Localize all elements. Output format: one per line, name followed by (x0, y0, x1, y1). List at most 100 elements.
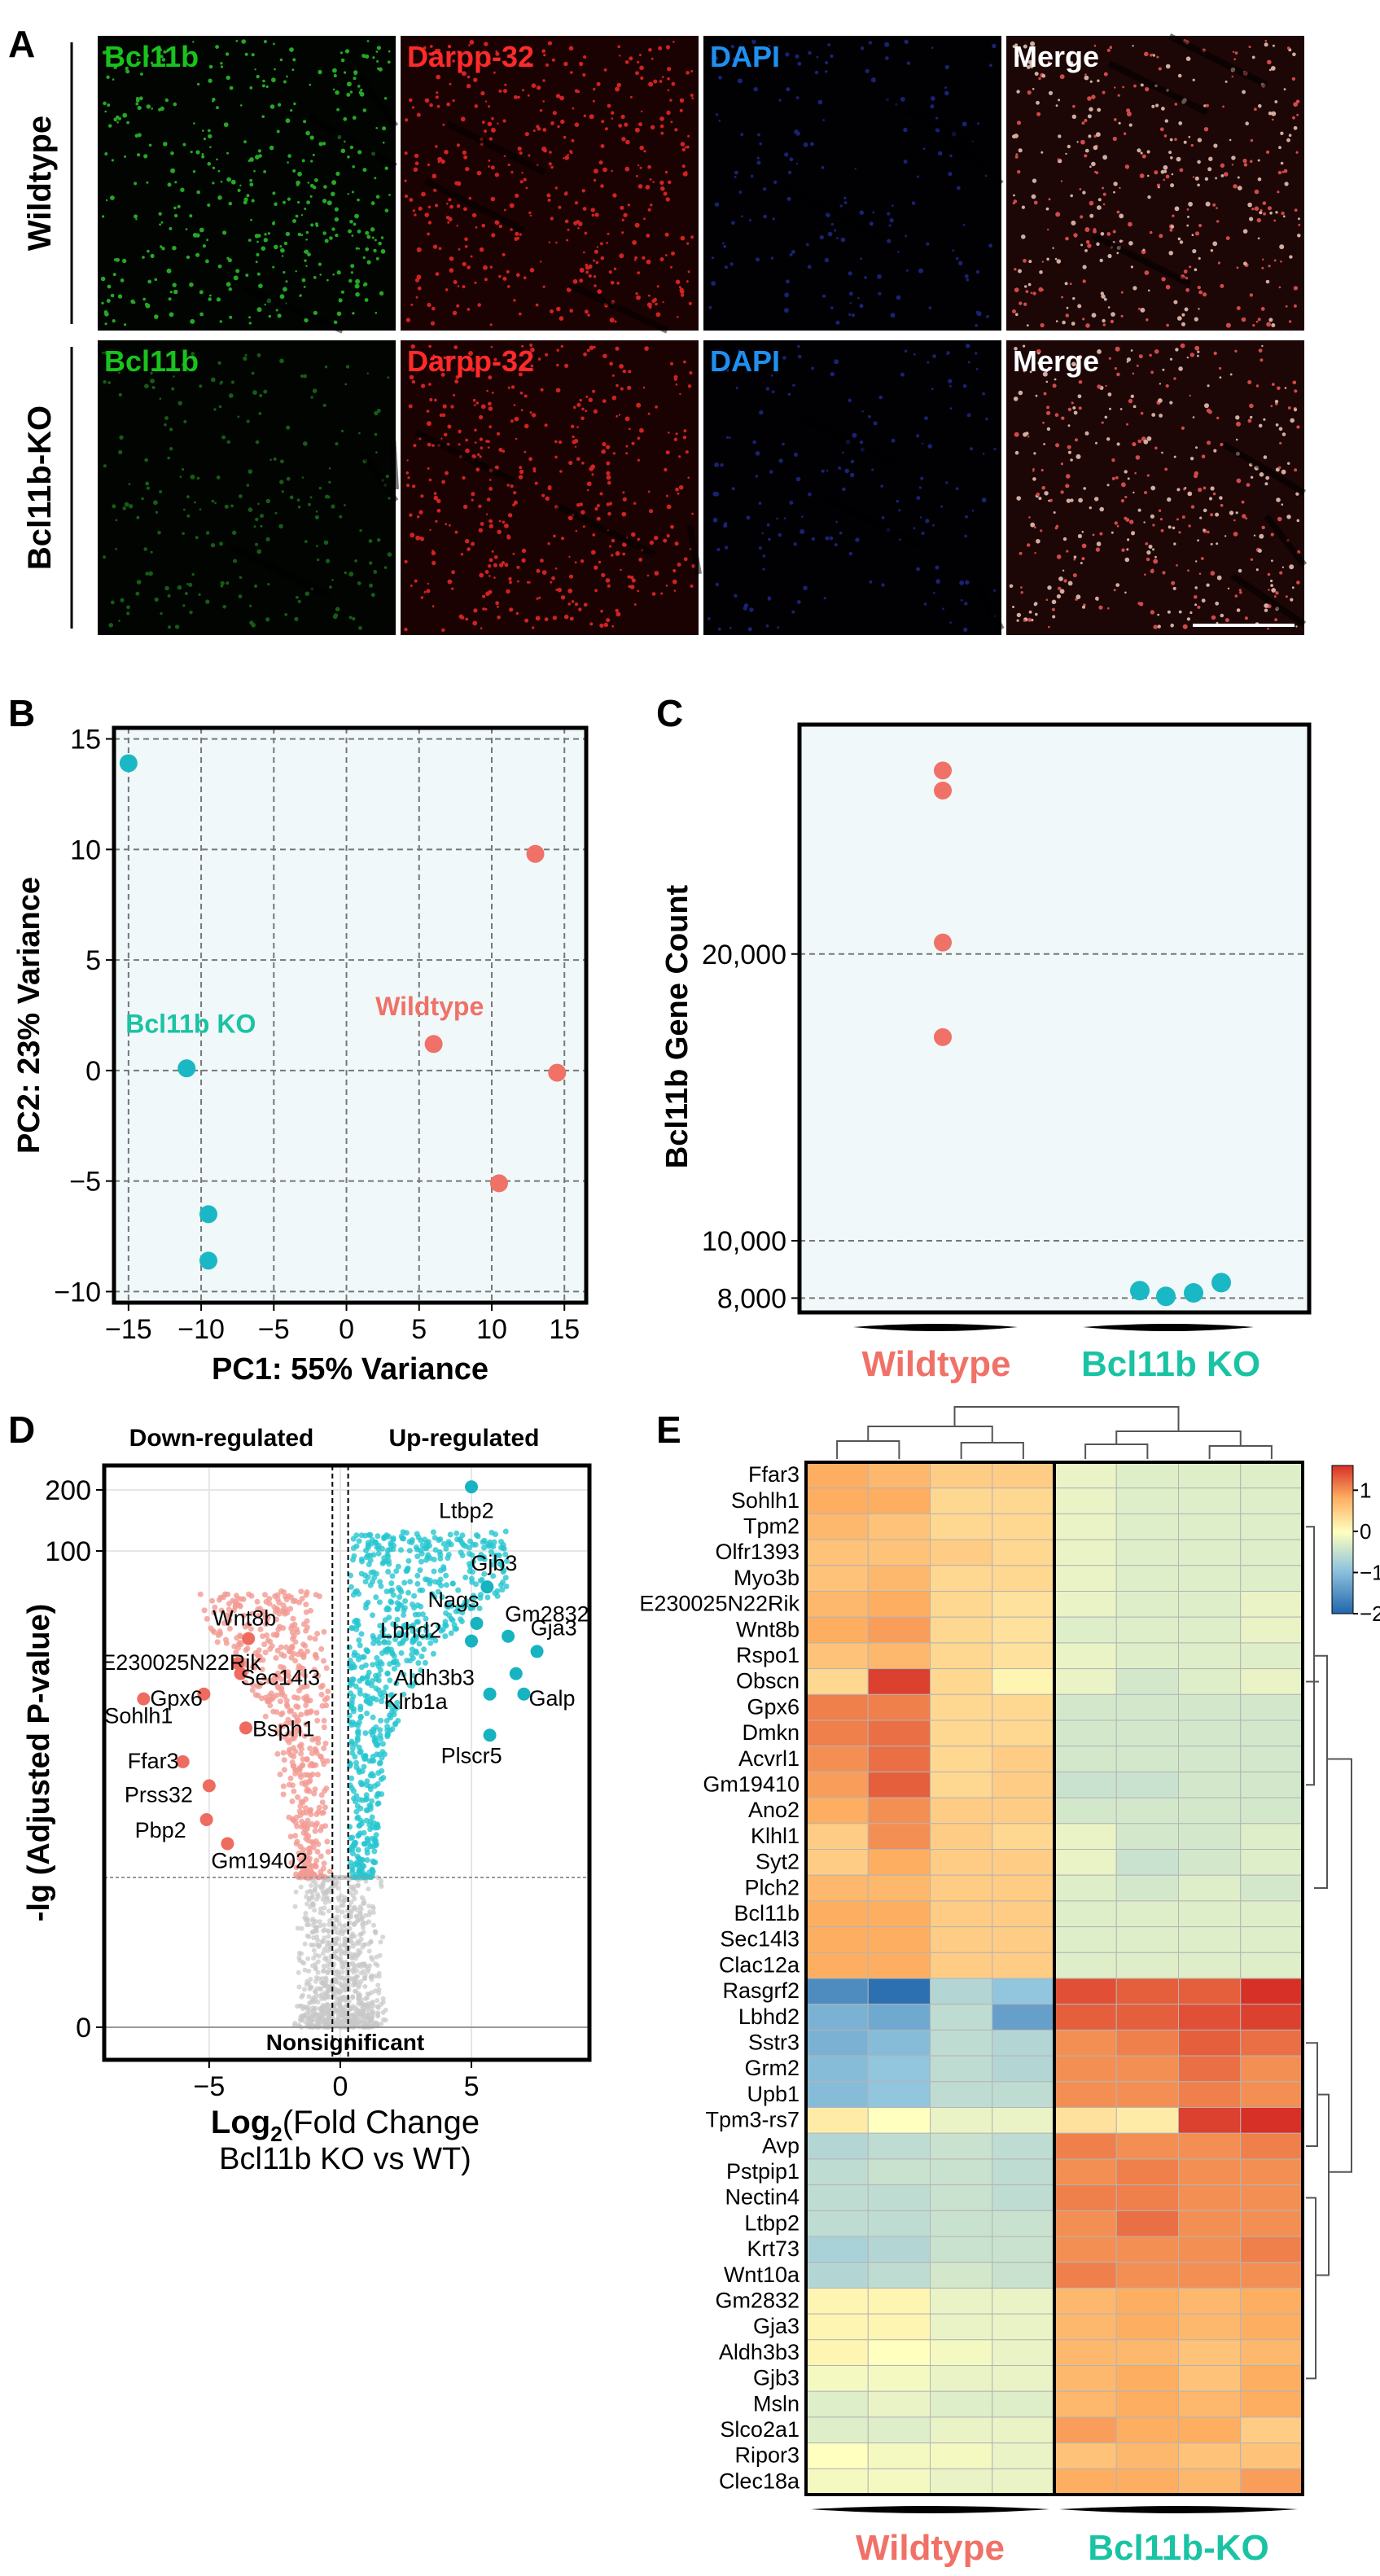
cell-dot (428, 52, 432, 55)
point-down (289, 1629, 296, 1636)
cell-dot (593, 409, 598, 414)
cell-dot (761, 532, 764, 535)
cell-dot (1198, 256, 1201, 260)
point-down (230, 1607, 237, 1614)
cell-dot (590, 550, 596, 555)
cell-dot (768, 597, 771, 601)
cell-dot (300, 214, 304, 217)
cell-dot (942, 607, 944, 610)
cell-dot (975, 368, 979, 370)
cell-dot (317, 558, 320, 562)
point-nonsig (320, 1980, 326, 1986)
gene-label: Ffar3 (128, 1749, 179, 1773)
cell-dot (625, 452, 629, 455)
point-nonsig (295, 1925, 300, 1931)
point-up (356, 1832, 362, 1838)
point-down (221, 1620, 227, 1627)
labeled-point-down (176, 1755, 190, 1768)
cell-dot (304, 318, 309, 322)
cell-dot (203, 138, 206, 141)
cell-dot (622, 497, 627, 502)
cell-dot (1260, 358, 1264, 362)
cell-dot (616, 282, 620, 285)
cell-dot (510, 170, 514, 174)
cell-dot (1020, 586, 1023, 589)
point-up (361, 1829, 367, 1836)
cell-dot (261, 246, 266, 252)
cell-dot (887, 212, 891, 216)
cell-dot (1099, 532, 1103, 536)
gene-label: Gjb3 (471, 1551, 517, 1575)
cell-dot (481, 120, 485, 125)
cell-dot (498, 448, 503, 452)
cell-dot (136, 58, 139, 61)
point-up (400, 1529, 406, 1536)
cell-dot (674, 541, 679, 546)
point-up (370, 1632, 376, 1639)
point-up (374, 1822, 380, 1829)
cell-dot (307, 182, 310, 184)
cell-dot (624, 416, 630, 422)
point-up (458, 1616, 464, 1623)
cell-dot (660, 131, 664, 135)
cell-dot (376, 46, 381, 50)
cell-dot (1289, 564, 1295, 570)
cell-dot (196, 190, 200, 195)
cell-dot (1203, 292, 1207, 297)
point-down (274, 1631, 280, 1637)
point-up (384, 1699, 391, 1706)
point-nonsig (301, 1987, 307, 1992)
point-nonsig (342, 2021, 348, 2026)
cell-dot (129, 52, 133, 55)
point-nonsig (306, 1934, 312, 1939)
point-nonsig (360, 1922, 366, 1927)
point-up (437, 1555, 444, 1562)
point-up (440, 1626, 446, 1632)
x-tick-label: 0 (332, 2071, 348, 2102)
cell-dot (182, 467, 185, 471)
point-nonsig (378, 1939, 383, 1945)
point-down (226, 1606, 232, 1613)
point-nonsig (342, 1950, 348, 1956)
cell-dot (380, 248, 386, 254)
cell-dot (896, 499, 900, 503)
cell-dot (1138, 602, 1144, 607)
cell-dot (1175, 348, 1179, 352)
cell-dot (795, 54, 800, 59)
point-up (361, 1863, 367, 1869)
point-up (377, 1667, 383, 1673)
cell-dot (554, 440, 558, 444)
cell-dot (1201, 598, 1206, 603)
point-nonsig (375, 1998, 380, 2004)
cell-dot (1187, 215, 1189, 218)
point-up (358, 1571, 365, 1577)
cell-dot (519, 151, 523, 155)
cell-dot (154, 278, 158, 282)
point-nonsig (302, 1967, 308, 1973)
cell-dot (1055, 443, 1060, 448)
gene-label: Klrb1a (384, 1689, 449, 1714)
point-down (292, 1733, 299, 1739)
cell-dot (362, 168, 367, 173)
point-up (362, 1753, 369, 1759)
cell-dot (558, 205, 562, 209)
cell-dot (210, 543, 216, 548)
cell-dot (1036, 100, 1040, 105)
cell-dot (160, 48, 162, 51)
cell-dot (143, 547, 147, 551)
point-up (391, 1666, 397, 1672)
cell-dot (366, 40, 370, 42)
point-down (322, 1740, 329, 1746)
cell-dot (795, 163, 799, 165)
cell-dot (1095, 441, 1097, 445)
cell-dot (1034, 72, 1039, 77)
cell-dot (594, 212, 599, 217)
point-up (367, 1803, 374, 1810)
cell-dot (606, 502, 610, 506)
cell-dot (1042, 421, 1045, 424)
cell-dot (1198, 290, 1203, 295)
cell-dot (1222, 105, 1224, 108)
cell-dot (124, 502, 129, 507)
cell-dot (466, 84, 471, 89)
cell-dot (1040, 468, 1044, 472)
